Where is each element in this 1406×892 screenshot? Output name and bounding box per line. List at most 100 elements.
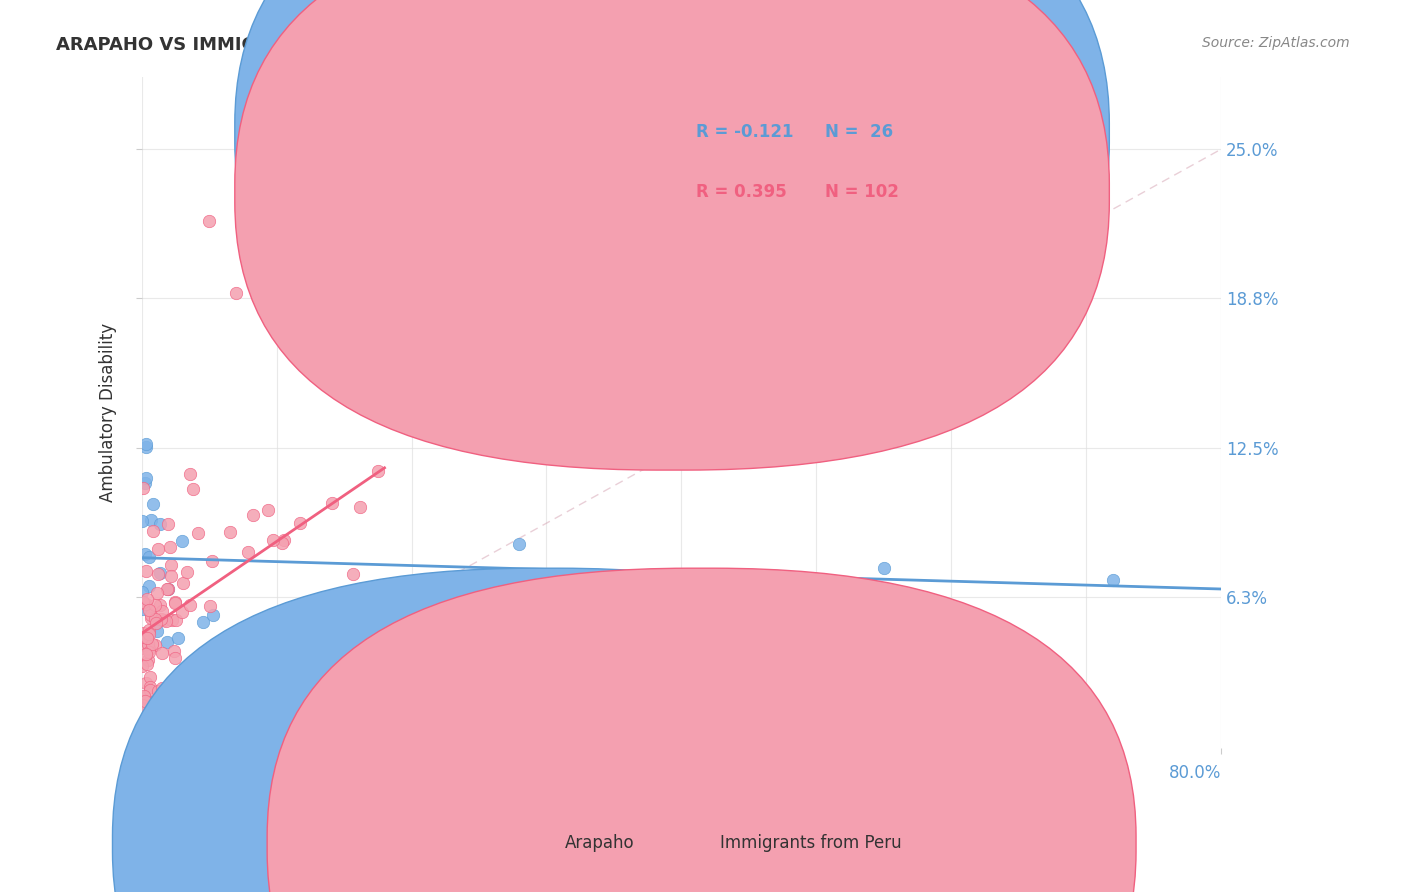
Point [135,564,157,578]
Point [136,591,159,606]
Text: ZIPatlas: ZIPatlas [516,378,846,447]
Point [191,615,214,629]
Point [321,496,343,510]
Point [132,481,155,495]
Point [145,615,167,630]
Point [201,608,224,623]
Point [149,566,172,580]
Point [160,568,183,582]
Point [468,573,491,587]
Point [131,638,153,652]
Point [135,657,157,672]
Point [146,566,169,581]
Point [150,681,173,695]
Point [141,716,163,731]
Point [181,482,204,496]
Point [262,533,284,547]
Point [134,547,156,561]
Y-axis label: Ambulatory Disability: Ambulatory Disability [100,323,117,502]
Point [145,706,167,720]
Point [160,700,183,714]
Point [131,640,153,655]
Point [143,598,166,612]
Point [138,579,160,593]
Text: N =  26: N = 26 [825,123,893,141]
Point [138,603,160,617]
Point [132,716,155,731]
Point [135,632,157,646]
Point [179,467,201,482]
Point [165,595,187,609]
Point [198,214,221,228]
Point [132,703,155,717]
Point [166,631,188,645]
Point [138,696,160,710]
Point [131,585,153,599]
Point [333,334,356,348]
Point [156,582,179,596]
Point [135,676,157,690]
Point [200,599,222,613]
Point [135,437,157,451]
Point [132,630,155,644]
Point [273,533,295,548]
Point [873,561,896,575]
Point [132,716,155,731]
Text: N = 102: N = 102 [825,183,900,201]
Point [138,549,160,564]
Point [1102,573,1125,587]
Point [160,613,183,627]
Point [176,700,198,714]
Point [157,582,180,596]
Point [141,637,163,651]
Point [368,267,391,281]
Point [242,508,264,522]
Point [149,599,172,613]
Point [363,582,385,597]
Point [134,716,156,731]
Point [138,623,160,637]
Point [142,498,165,512]
Point [163,644,186,658]
Text: Immigrants from Peru: Immigrants from Peru [720,834,901,852]
Point [159,558,181,572]
Point [176,565,198,579]
Point [157,516,180,531]
Point [145,624,167,638]
Point [152,613,174,627]
Point [134,694,156,708]
Point [157,582,180,596]
Point [172,534,194,549]
Point [138,682,160,697]
Point [139,611,162,625]
Point [292,310,315,324]
Point [131,659,153,673]
Point [145,638,167,652]
Point [287,615,309,630]
Point [136,637,159,651]
Point [138,642,160,657]
Point [139,608,162,623]
Point [165,613,187,627]
Point [134,475,156,490]
Point [148,683,170,698]
Point [236,545,259,559]
Point [155,635,177,649]
Text: Source: ZipAtlas.com: Source: ZipAtlas.com [1202,36,1350,50]
Text: ▪ Arapaho: ▪ Arapaho [547,834,634,852]
Point [131,716,153,731]
Point [367,464,389,478]
Point [179,599,201,613]
Point [146,542,169,557]
Point [131,632,153,647]
Point [150,646,173,660]
Point [145,586,167,600]
Point [135,471,157,485]
Point [342,566,364,581]
Point [150,604,173,618]
Point [138,645,160,659]
Point [138,627,160,641]
Point [131,698,153,712]
Text: 80.0%: 80.0% [1168,764,1220,782]
Point [160,681,183,695]
